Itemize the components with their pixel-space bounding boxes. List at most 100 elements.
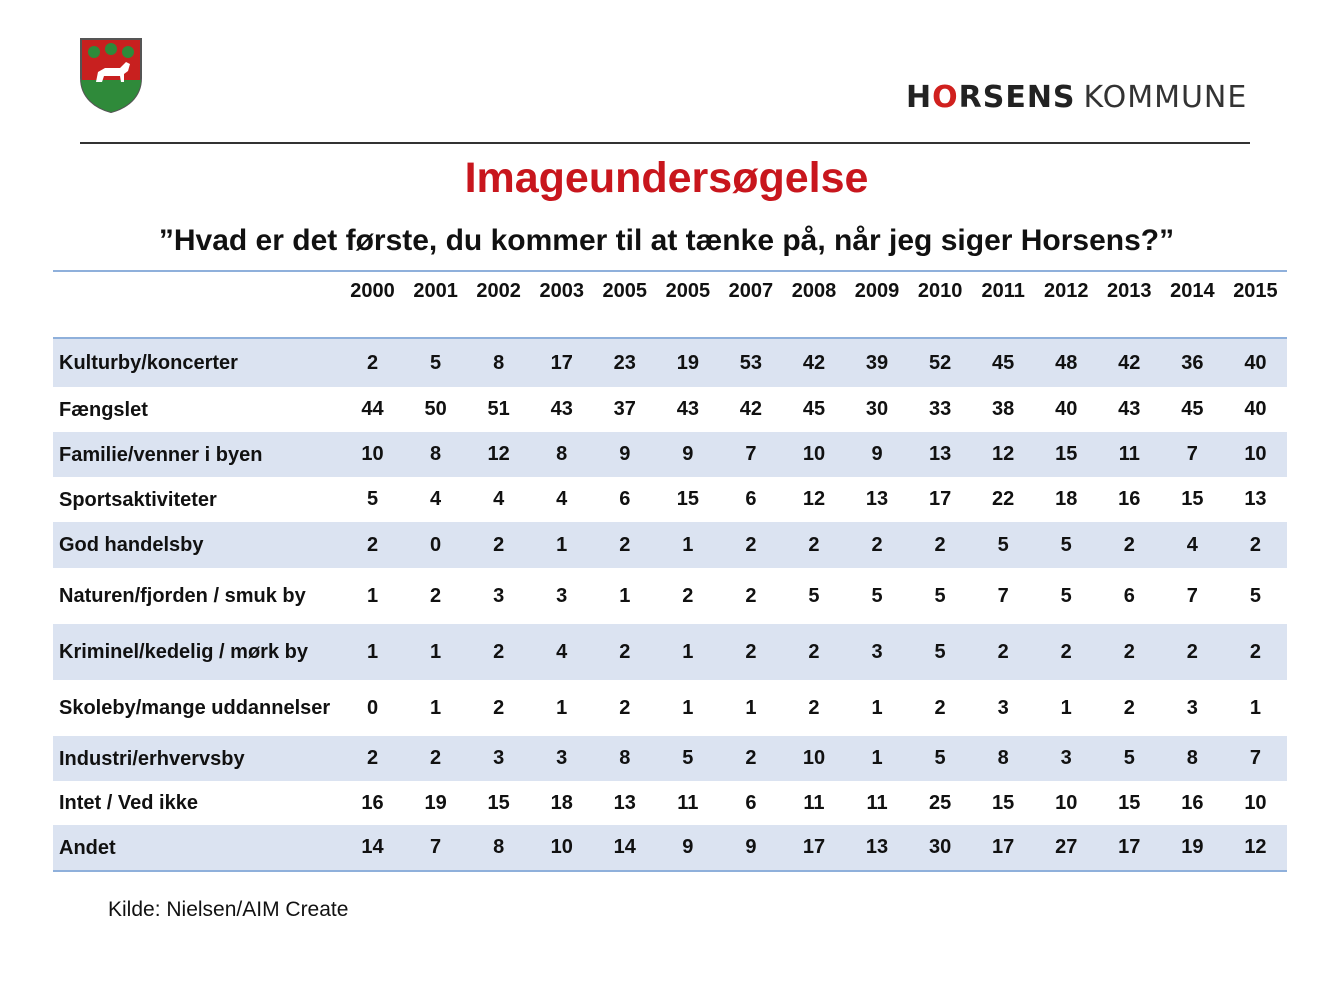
table-cell: 1 bbox=[430, 696, 442, 719]
table-cell: 12 bbox=[802, 488, 826, 510]
table-cell: 2 bbox=[1097, 522, 1161, 568]
table-cell: 2 bbox=[467, 522, 531, 568]
table-cell: 1 bbox=[556, 696, 568, 719]
table-cell: 33 bbox=[928, 398, 952, 420]
table-cell: 11 bbox=[677, 791, 699, 814]
table-cell: 3 bbox=[467, 736, 531, 781]
table-row: Sportsaktiviteter 5 4 4 4 6 15 6 12 13 17 22 18 16 15 1… bbox=[53, 477, 1287, 522]
header-divider bbox=[80, 142, 1250, 144]
table-cell: 2 bbox=[404, 736, 468, 781]
table-cell: 3 bbox=[556, 584, 568, 607]
logo-text-horsens: HORSENS bbox=[906, 80, 1076, 115]
row-label: Familie/venner i byen bbox=[53, 432, 341, 477]
table-cell: 7 bbox=[719, 432, 783, 477]
table-cell: 1 bbox=[656, 522, 720, 568]
row-label: Fængslet bbox=[59, 398, 148, 421]
table-cell: 4 bbox=[1160, 522, 1224, 568]
table-cell: 2 bbox=[745, 584, 757, 607]
table-cell: 1 bbox=[871, 696, 883, 719]
table-cell: 7 bbox=[997, 584, 1009, 607]
table-cell: 10 bbox=[530, 825, 594, 872]
table-cell: 5 bbox=[656, 736, 720, 781]
table-cell: 12 bbox=[971, 432, 1035, 477]
table-cell: 4 bbox=[430, 488, 442, 510]
row-label: God handelsby bbox=[53, 522, 341, 568]
table-cell: 8 bbox=[467, 338, 531, 387]
table-cell: 9 bbox=[656, 825, 720, 872]
table-cell: 2 bbox=[808, 696, 820, 719]
table-cell: 5 bbox=[971, 522, 1035, 568]
table-cell: 0 bbox=[404, 522, 468, 568]
table-cell: 22 bbox=[992, 488, 1015, 510]
table-cell: 5 bbox=[808, 584, 820, 607]
table-cell: 3 bbox=[493, 584, 505, 607]
table-cell: 17 bbox=[971, 825, 1035, 872]
table-cell: 4 bbox=[556, 488, 568, 510]
table-cell: 2 bbox=[1097, 624, 1161, 680]
year-header: 2005 bbox=[593, 270, 657, 339]
table-cell: 16 bbox=[1118, 488, 1141, 510]
table-cell: 3 bbox=[845, 624, 909, 680]
table-cell: 38 bbox=[992, 398, 1015, 420]
table-row: Familie/venner i byen 10 8 12 8 9 9 7 10 9 13 12 15 1… bbox=[53, 432, 1287, 477]
table-cell: 13 bbox=[845, 825, 909, 872]
table-cell: 14 bbox=[341, 825, 405, 872]
source-note: Kilde: Nielsen/AIM Create bbox=[108, 898, 349, 921]
table-cell: 3 bbox=[1034, 736, 1098, 781]
table-cell: 18 bbox=[1055, 488, 1078, 510]
table-cell: 40 bbox=[1055, 398, 1078, 420]
year-header: 2013 bbox=[1097, 270, 1161, 339]
table-cell: 2 bbox=[719, 736, 783, 781]
table-cell: 5 bbox=[366, 488, 379, 510]
table-cell: 12 bbox=[467, 432, 531, 477]
table-cell: 9 bbox=[845, 432, 909, 477]
table-cell: 4 bbox=[493, 488, 505, 510]
table-cell: 3 bbox=[997, 696, 1009, 719]
table-cell: 12 bbox=[1223, 825, 1287, 872]
year-header: 2011 bbox=[971, 270, 1035, 339]
table-cell: 1 bbox=[341, 624, 405, 680]
table-cell: 8 bbox=[971, 736, 1035, 781]
table-cell: 10 bbox=[1055, 791, 1078, 814]
table-row: Kulturby/koncerter 2 5 8 17 23 19 53 42 39 52 45 48 4… bbox=[53, 338, 1287, 387]
year-header: 2009 bbox=[845, 270, 909, 339]
table-row: Intet / Ved ikke 16 19 15 18 13 11 6 11 11 25 15 10 1… bbox=[53, 781, 1287, 825]
table-cell: 1 bbox=[745, 696, 757, 719]
table-cell: 5 bbox=[908, 624, 972, 680]
table-cell: 0 bbox=[366, 696, 379, 719]
table-cell: 45 bbox=[802, 398, 826, 420]
table-cell: 51 bbox=[487, 398, 510, 420]
table-row: Naturen/fjorden / smuk by 1 2 3 3 1 2 2 5 5 5 7 5 6 7 5 bbox=[53, 568, 1287, 624]
table-cell: 7 bbox=[1223, 736, 1287, 781]
table-cell: 15 bbox=[992, 791, 1015, 814]
table-cell: 15 bbox=[1181, 488, 1204, 510]
table-cell: 1 bbox=[404, 624, 468, 680]
table-cell: 2 bbox=[1160, 624, 1224, 680]
table-cell: 3 bbox=[530, 736, 594, 781]
table-cell: 19 bbox=[1160, 825, 1224, 872]
table-cell: 2 bbox=[845, 522, 909, 568]
table-cell: 25 bbox=[928, 791, 952, 814]
row-label: Kulturby/koncerter bbox=[53, 338, 341, 387]
table-cell: 13 bbox=[865, 488, 889, 510]
table-cell: 15 bbox=[1118, 791, 1141, 814]
table-cell: 2 bbox=[341, 522, 405, 568]
table-cell: 10 bbox=[782, 432, 846, 477]
year-header: 2010 bbox=[908, 270, 972, 339]
table-cell: 1 bbox=[845, 736, 909, 781]
page-title: Imageundersøgelse bbox=[464, 154, 869, 202]
table-cell: 43 bbox=[550, 398, 573, 420]
table-cell: 42 bbox=[782, 338, 846, 387]
table-cell: 39 bbox=[845, 338, 909, 387]
table-cell: 37 bbox=[613, 398, 636, 420]
table-cell: 45 bbox=[1181, 398, 1204, 420]
table-cell: 4 bbox=[530, 624, 594, 680]
table-cell: 17 bbox=[928, 488, 952, 510]
table-cell: 3 bbox=[1186, 696, 1198, 719]
table-cell: 5 bbox=[908, 736, 972, 781]
table-cell: 9 bbox=[656, 432, 720, 477]
table-cell: 9 bbox=[593, 432, 657, 477]
table-cell: 11 bbox=[866, 791, 888, 814]
table-cell: 2 bbox=[493, 696, 505, 719]
table-cell: 2 bbox=[1123, 696, 1135, 719]
